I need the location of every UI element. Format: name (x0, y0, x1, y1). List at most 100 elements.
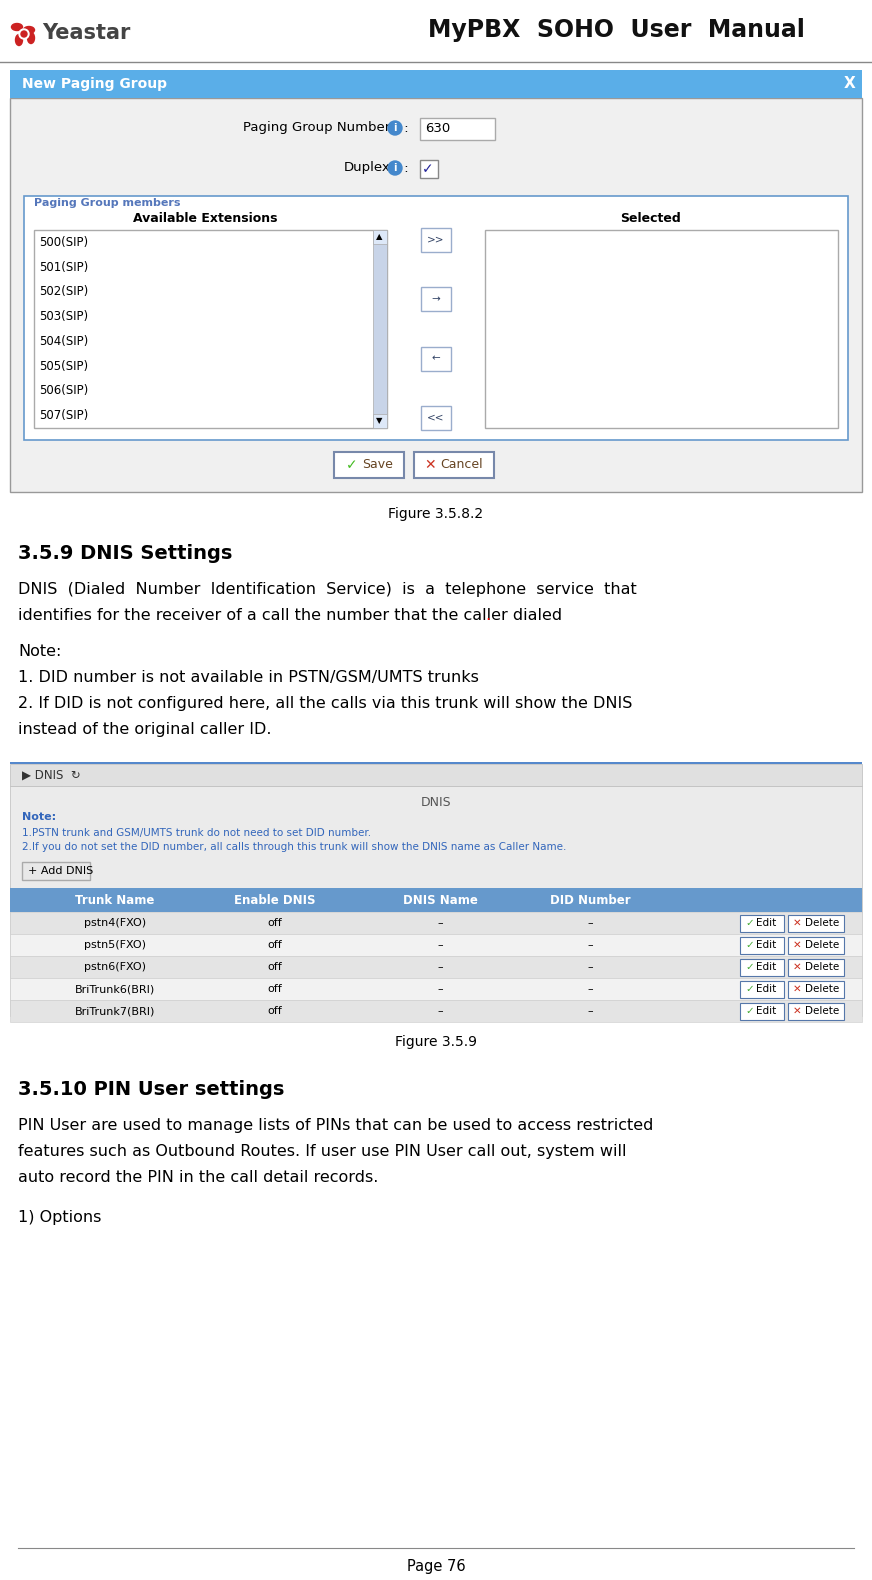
Bar (486, 231, 838, 428)
Bar (421, 346, 451, 371)
Text: + Add DNIS: + Add DNIS (28, 866, 93, 875)
Bar (10, 98, 862, 491)
Text: 504(SIP): 504(SIP) (39, 335, 88, 348)
Text: –: – (437, 918, 443, 927)
Text: X: X (844, 76, 856, 92)
Bar (740, 1003, 784, 1021)
Text: off: off (268, 918, 283, 927)
Bar (372, 231, 386, 243)
Text: .: . (485, 608, 490, 623)
Text: –: – (437, 984, 443, 994)
Text: DNIS: DNIS (420, 795, 452, 809)
Text: Edit: Edit (756, 918, 776, 927)
Bar (740, 981, 784, 999)
Bar (10, 762, 862, 765)
Bar (420, 160, 438, 179)
Text: 507(SIP): 507(SIP) (39, 409, 88, 422)
Text: 502(SIP): 502(SIP) (39, 286, 88, 299)
Bar (34, 231, 386, 428)
Text: Duplex: Duplex (344, 161, 390, 174)
Bar (740, 937, 784, 954)
Text: ✕: ✕ (424, 458, 435, 472)
Text: pstn4(FXO): pstn4(FXO) (84, 918, 146, 927)
Ellipse shape (11, 24, 23, 30)
Text: Delete: Delete (805, 940, 839, 950)
Bar (10, 1000, 862, 1022)
Text: ▼: ▼ (377, 417, 383, 425)
Text: Delete: Delete (805, 984, 839, 994)
Text: ✓: ✓ (745, 940, 753, 950)
Text: pstn6(FXO): pstn6(FXO) (84, 962, 146, 972)
Circle shape (19, 28, 29, 40)
Text: New Paging Group: New Paging Group (22, 77, 167, 92)
Text: >>: >> (427, 235, 445, 245)
Text: ✕: ✕ (793, 984, 801, 994)
Text: identifies for the receiver of a call the number that the caller dialed: identifies for the receiver of a call th… (18, 608, 562, 623)
Text: 630: 630 (425, 122, 450, 134)
Text: –: – (437, 1006, 443, 1016)
Text: instead of the original caller ID.: instead of the original caller ID. (18, 722, 271, 736)
Text: :: : (400, 161, 409, 174)
Circle shape (388, 161, 402, 175)
Bar (788, 981, 844, 999)
Bar (10, 70, 862, 98)
Text: pstn5(FXO): pstn5(FXO) (84, 940, 146, 950)
Bar (421, 228, 451, 251)
Bar (421, 406, 451, 430)
Bar (10, 912, 862, 934)
Bar (22, 863, 90, 880)
Ellipse shape (28, 33, 35, 44)
Circle shape (388, 122, 402, 134)
Text: 505(SIP): 505(SIP) (39, 360, 88, 373)
Text: Save: Save (362, 458, 392, 471)
Text: –: – (587, 962, 593, 972)
Text: Delete: Delete (805, 918, 839, 927)
Text: features such as Outbound Routes. If user use PIN User call out, system will: features such as Outbound Routes. If use… (18, 1144, 626, 1160)
Text: Yeastar: Yeastar (42, 24, 131, 43)
Text: ✓: ✓ (745, 984, 753, 994)
Text: Note:: Note: (18, 645, 61, 659)
Text: 2. If DID is not configured here, all the calls via this trunk will show the DNI: 2. If DID is not configured here, all th… (18, 697, 632, 711)
Text: Enable DNIS: Enable DNIS (235, 894, 316, 907)
Text: DNIS  (Dialed  Number  Identification  Service)  is  a  telephone  service  that: DNIS (Dialed Number Identification Servi… (18, 581, 637, 597)
Text: ✓: ✓ (346, 458, 358, 472)
Circle shape (21, 32, 27, 36)
Bar (788, 937, 844, 954)
Bar (740, 959, 784, 976)
Text: Paging Group Number: Paging Group Number (242, 122, 390, 134)
Bar (372, 231, 386, 428)
Text: 506(SIP): 506(SIP) (39, 384, 88, 398)
Text: ✓: ✓ (745, 918, 753, 927)
Bar (788, 915, 844, 932)
Text: –: – (587, 1006, 593, 1016)
Text: ▶ DNIS  ↻: ▶ DNIS ↻ (22, 768, 81, 782)
Text: ✕: ✕ (793, 1006, 801, 1016)
Text: 503(SIP): 503(SIP) (39, 310, 88, 324)
Text: <<: << (427, 412, 445, 423)
Text: Trunk Name: Trunk Name (75, 894, 154, 907)
Bar (788, 959, 844, 976)
Text: 1) Options: 1) Options (18, 1210, 101, 1224)
Text: 3.5.10 PIN User settings: 3.5.10 PIN User settings (18, 1081, 284, 1100)
Text: Edit: Edit (756, 940, 776, 950)
Text: Edit: Edit (756, 1006, 776, 1016)
Text: BriTrunk6(BRI): BriTrunk6(BRI) (75, 984, 155, 994)
Bar (334, 452, 404, 479)
Text: Selected: Selected (620, 212, 681, 224)
Text: i: i (393, 163, 397, 172)
Text: 2.If you do not set the DID number, all calls through this trunk will show the D: 2.If you do not set the DID number, all … (22, 842, 567, 852)
Text: Edit: Edit (756, 962, 776, 972)
Text: off: off (268, 984, 283, 994)
Text: ←: ← (432, 354, 440, 363)
Text: Delete: Delete (805, 962, 839, 972)
Bar (372, 414, 386, 428)
Bar (420, 118, 495, 141)
Text: BriTrunk7(BRI): BriTrunk7(BRI) (75, 1006, 155, 1016)
Text: 1.PSTN trunk and GSM/UMTS trunk do not need to set DID number.: 1.PSTN trunk and GSM/UMTS trunk do not n… (22, 828, 371, 837)
Text: –: – (437, 962, 443, 972)
Text: ✓: ✓ (422, 163, 433, 175)
Text: –: – (437, 940, 443, 950)
Text: ▲: ▲ (377, 232, 383, 242)
Text: –: – (587, 940, 593, 950)
Bar (413, 452, 494, 479)
